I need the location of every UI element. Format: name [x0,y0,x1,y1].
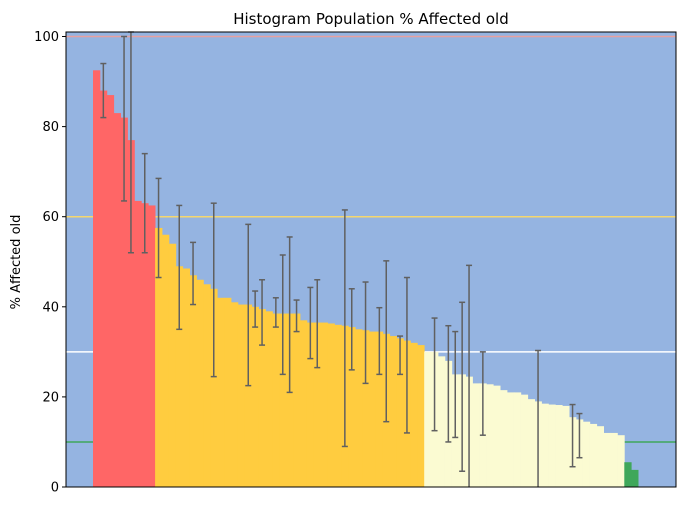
histogram-bar [265,311,273,487]
histogram-bar [369,331,377,487]
histogram-bar [189,275,197,487]
histogram-bar [162,234,170,487]
histogram-bar [300,320,308,487]
plot-area: 0 20 40 60 80 100 [34,30,677,496]
histogram-bar [513,392,522,487]
histogram-bar [175,266,184,487]
histogram-bar [217,297,225,487]
histogram-bar [424,351,432,487]
histogram-bar [272,313,280,487]
histogram-bar [327,323,335,487]
histogram-bar [279,313,287,487]
histogram-bar [224,297,232,487]
histogram-bar [596,426,604,487]
histogram-bar [127,140,135,487]
histogram-bar [410,342,418,487]
histogram-bar [231,302,239,487]
histogram-bar [624,462,632,487]
histogram-bar [438,356,446,487]
y-tick-label: 20 [42,390,59,405]
histogram-bar [348,327,356,487]
y-tick-label: 60 [42,210,59,225]
plot-frame [65,31,677,488]
histogram-bar [203,284,211,487]
histogram-bar [244,304,253,487]
histogram-bar [520,394,529,487]
histogram-bar [251,306,259,487]
histogram-bar [562,405,570,487]
histogram-bar [617,435,625,487]
histogram-bar [134,200,142,487]
histogram-bar [182,268,190,487]
histogram-bar [375,331,384,487]
histogram-bar [486,384,494,487]
histogram-bar [472,383,480,487]
histogram-bar [106,95,115,487]
histogram-bar [113,113,121,487]
chart-title: Histogram Population % Affected old [233,10,509,28]
histogram-bar [155,227,163,488]
histogram-bar [141,203,149,488]
histogram-bar [631,469,639,487]
histogram-bar [306,322,315,487]
histogram-bar [362,330,370,487]
histogram-bar [396,338,404,487]
histogram-bar [320,322,328,487]
histogram-bar [589,423,598,487]
histogram-bar [500,390,508,487]
histogram-bar [548,404,556,487]
histogram-bar [286,313,294,487]
histogram-bar [355,329,363,487]
histogram-bar [527,399,535,487]
y-tick-label: 100 [34,30,59,45]
histogram-bar [610,432,618,487]
y-axis-label: % Affected old [9,215,24,310]
histogram-bar [196,279,204,487]
histogram-bar [93,70,101,487]
histogram-bar [120,117,128,488]
histogram-bar [603,432,611,487]
histogram-bar [237,304,246,487]
histogram-bar [541,403,549,487]
histogram-bar [148,205,156,487]
histogram-bar [507,392,515,487]
histogram-bar [99,90,108,487]
histogram-bar [555,405,563,487]
y-tick-label: 40 [42,300,59,315]
histogram-bar [334,324,342,487]
y-tick-label: 0 [51,481,59,496]
histogram-bar [293,313,301,487]
histogram-bar [258,309,266,487]
histogram-bar [210,288,218,487]
histogram-bar [168,243,177,487]
y-tick-label: 80 [42,120,59,135]
histogram-bar [493,385,501,487]
histogram-bar [582,421,591,487]
histogram-bar [313,322,322,487]
histogram-bar [417,345,425,487]
histogram-bar [389,336,397,487]
